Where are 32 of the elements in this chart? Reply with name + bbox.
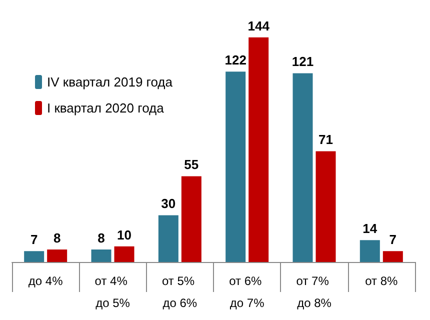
data-label: 10 [117, 227, 132, 242]
data-label: 7 [30, 232, 38, 248]
bar [181, 176, 202, 262]
legend-label: IV квартал 2019 года [47, 74, 174, 90]
bar [292, 73, 313, 262]
bar [316, 151, 336, 262]
data-label: 14 [362, 221, 378, 236]
bar [91, 250, 112, 262]
data-label: 71 [318, 132, 333, 148]
legend-label: I квартал 2020 года [47, 100, 165, 116]
x-tick-label: от 5% до 6% [162, 274, 198, 310]
data-label: 8 [53, 230, 61, 246]
data-label: 55 [184, 157, 199, 172]
bar [47, 250, 68, 262]
data-label: 121 [292, 54, 314, 70]
bar [382, 251, 403, 262]
bar [24, 251, 44, 262]
x-tick-label: от 8% [365, 274, 398, 288]
bar [226, 72, 246, 262]
x-tick-label: от 6% до 7% [229, 274, 266, 310]
data-label: 8 [98, 230, 105, 246]
data-label: 7 [389, 232, 397, 248]
bar [248, 37, 269, 262]
bar [158, 215, 178, 262]
data-label: 30 [161, 196, 176, 212]
x-tick-label: до 4% [28, 274, 64, 288]
bar [360, 240, 380, 262]
data-label: 122 [224, 52, 246, 68]
bar [114, 246, 134, 262]
data-label: 144 [248, 18, 270, 34]
x-tick-label: от 7% до 8% [296, 274, 332, 310]
x-tick-label: от 4% до 5% [94, 274, 131, 310]
